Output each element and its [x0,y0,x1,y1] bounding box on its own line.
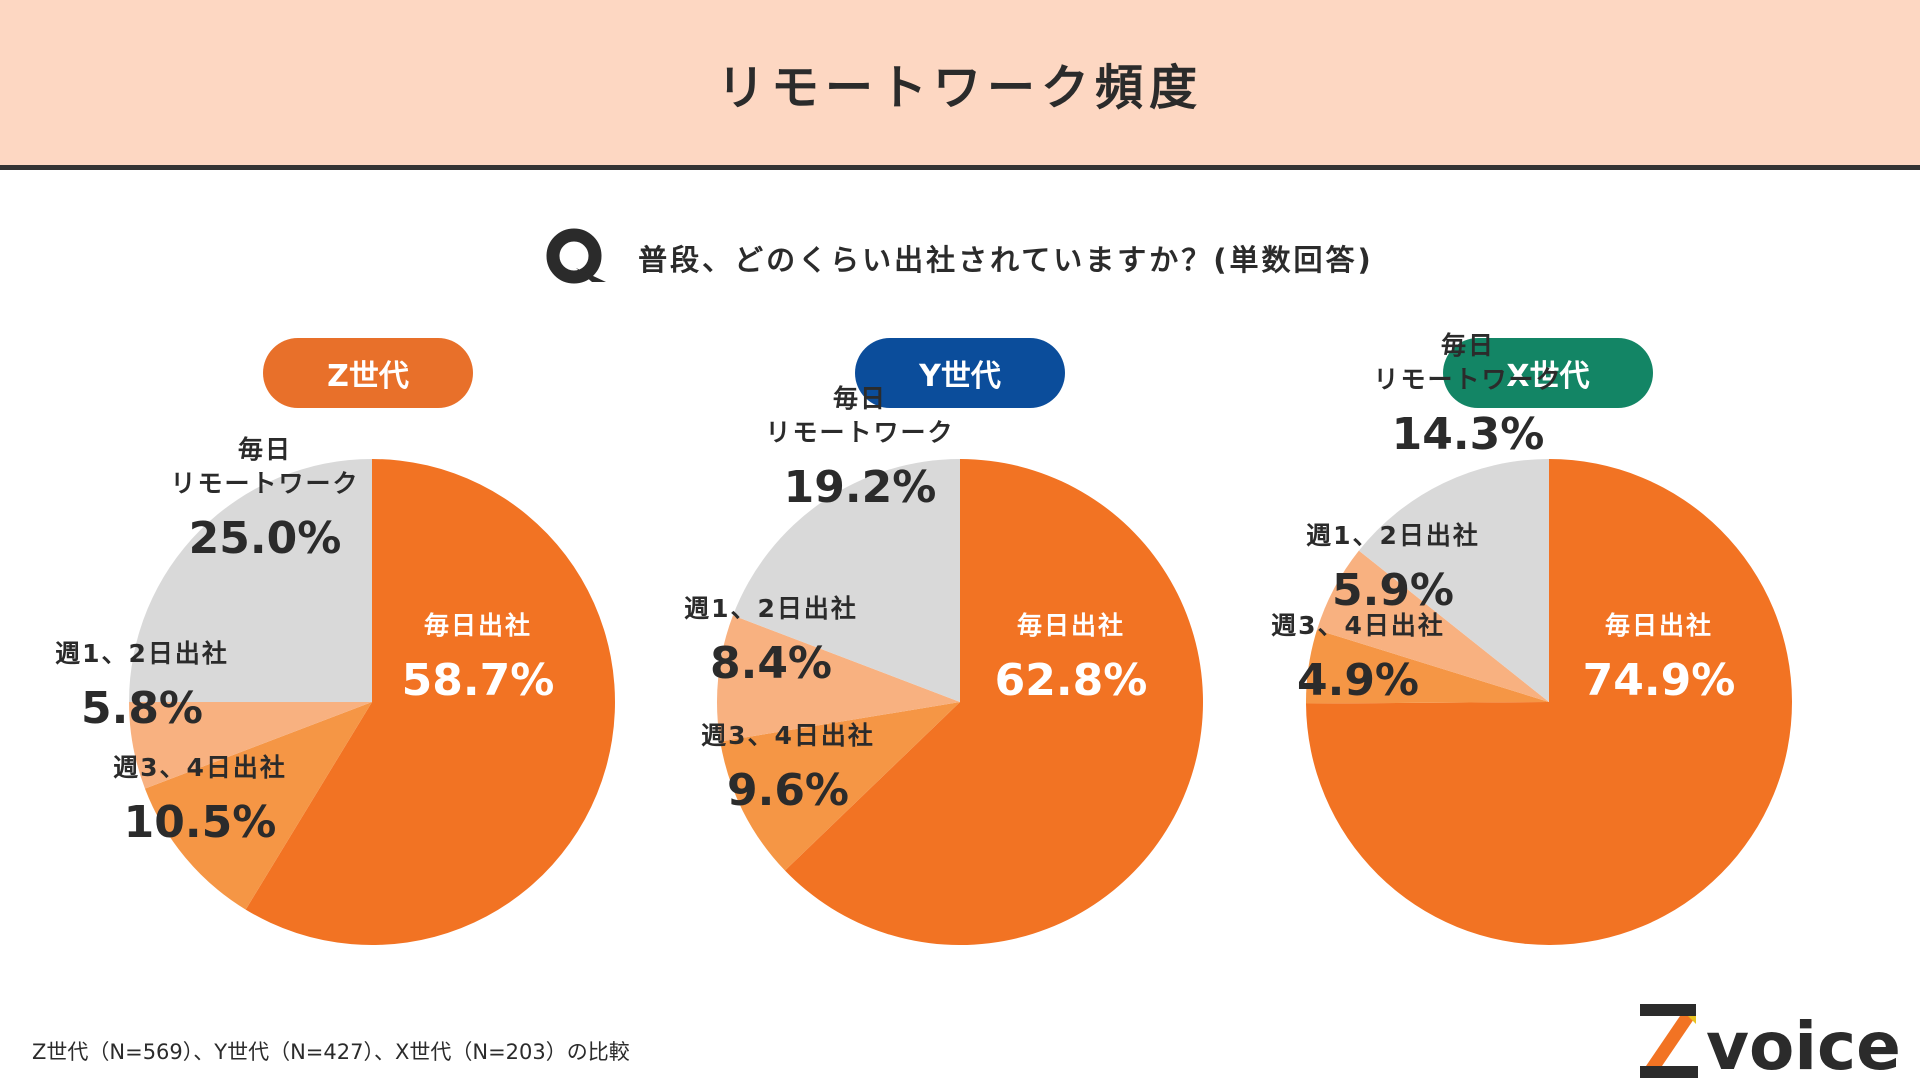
y-label-three-four-days: 週3、4日出社 [701,721,875,750]
page-title: リモートワーク頻度 [716,59,1203,116]
question-row: 普段、どのくらい出社されていますか？(単数回答) [0,228,1920,288]
z-generation-badge: Z世代 [263,338,473,408]
q-icon [546,228,607,284]
x-label-one-two-days: 週1、2日出社 [1306,521,1480,550]
y-label-one-two-days: 週1、2日出社 [684,594,858,623]
x-generation-badge: X世代 [1443,338,1653,408]
y-value-one-two-days: 8.4% [710,638,832,689]
x-value-office-daily: 74.9% [1583,655,1736,706]
z-logo-mark [1640,1004,1698,1078]
y-label-remote-daily: 毎日 [833,384,887,413]
x-label-remote-daily: 毎日 [1441,331,1495,360]
z-label-office-daily: 毎日出社 [424,611,532,640]
y-value-remote-daily: 19.2% [784,462,937,513]
x-pie-slice-remote-daily [1358,459,1549,702]
z-pie-slice-one-two-days [129,702,372,789]
x-label-remote-daily: リモートワーク [1373,365,1562,394]
y-value-three-four-days: 9.6% [727,765,849,816]
header-banner: リモートワーク頻度 [0,0,1920,170]
z-value-one-two-days: 5.8% [81,683,203,734]
z-label-one-two-days: 週1、2日出社 [55,639,229,668]
z-label-three-four-days: 週3、4日出社 [113,753,287,782]
y-pie-slice-office-daily [784,459,1203,945]
x-label-three-four-days: 週3、4日出社 [1271,611,1445,640]
logo-text: voice [1706,1008,1901,1085]
x-value-one-two-days: 5.9% [1332,565,1454,616]
z-pie-slice-remote-daily [129,459,372,702]
x-pie-slice-three-four-days [1306,629,1549,704]
z-pie-slice-three-four-days [144,702,372,910]
z-label-remote-daily: リモートワーク [170,469,359,498]
x-value-remote-daily: 14.3% [1392,409,1545,460]
y-generation-badge: Y世代 [855,338,1065,408]
z-pie-slice-office-daily [245,459,616,945]
question-text: 普段、どのくらい出社されていますか？(単数回答) [638,243,1374,277]
y-label-office-daily: 毎日出社 [1017,611,1125,640]
x-label-office-daily: 毎日出社 [1605,611,1713,640]
y-pie-slice-remote-daily [732,459,960,702]
y-label-remote-daily: リモートワーク [765,418,954,447]
z-value-remote-daily: 25.0% [189,513,342,564]
z-label-remote-daily: 毎日 [238,435,292,464]
footnote: Z世代（N=569）、Y世代（N=427）、X世代（N=203）の比較 [32,1040,630,1064]
x-pie-slice-one-two-days [1316,550,1549,702]
z-value-office-daily: 58.7% [402,655,555,706]
y-pie-slice-three-four-days [720,702,960,871]
zvoice-logo: voice [1638,998,1920,1080]
z-value-three-four-days: 10.5% [124,797,277,848]
x-value-three-four-days: 4.9% [1297,655,1419,706]
x-pie-slice-office-daily [1306,459,1792,945]
y-value-office-daily: 62.8% [995,655,1148,706]
y-pie-slice-one-two-days [716,615,960,742]
